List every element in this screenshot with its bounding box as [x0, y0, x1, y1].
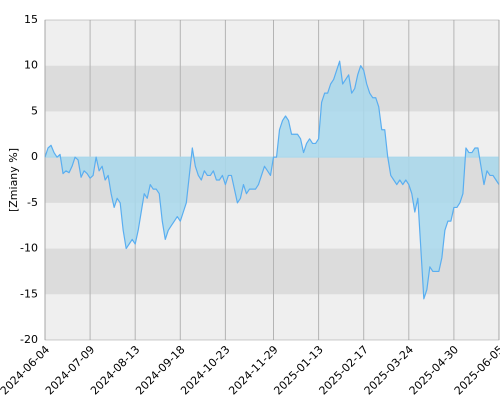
y-tick-label: 0: [31, 150, 38, 163]
y-tick-label: -5: [27, 196, 38, 209]
y-tick-label: -15: [20, 287, 38, 300]
y-tick-label: -20: [20, 333, 38, 346]
line: [44, 60, 500, 300]
plot-frame: [44, 19, 500, 341]
y-axis-label: [Zmiany %]: [7, 148, 20, 212]
grid-band: [45, 65, 499, 112]
y-tick-label: -10: [20, 242, 38, 255]
y-tick-label: 15: [24, 13, 38, 26]
area-fill: [45, 61, 499, 299]
y-tick-label: 5: [31, 104, 38, 117]
y-tick-label: 10: [24, 59, 38, 72]
